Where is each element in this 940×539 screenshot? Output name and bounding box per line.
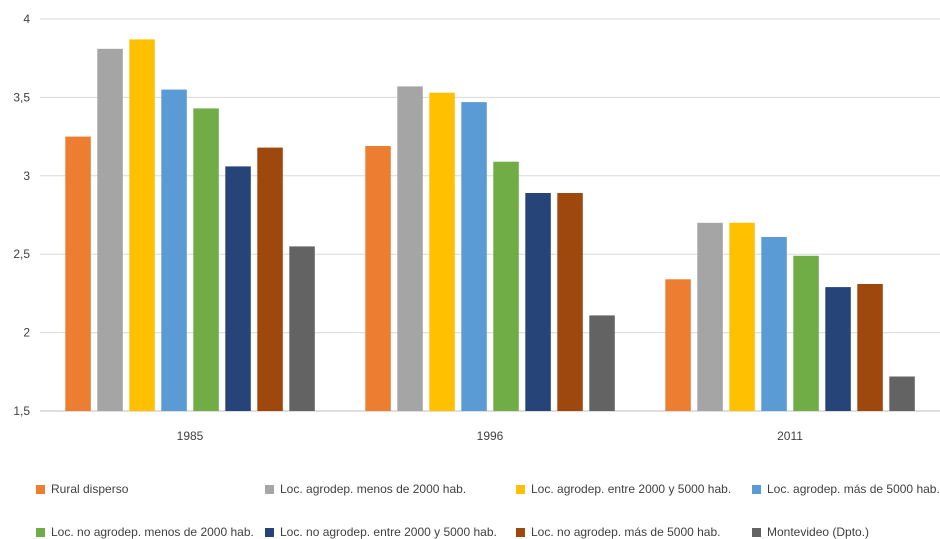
legend-label: Rural disperso: [51, 482, 129, 496]
legend-swatch: [265, 527, 274, 537]
bar: [557, 193, 583, 411]
bar: [429, 92, 455, 411]
bar: [257, 147, 283, 411]
bars: [65, 39, 915, 412]
y-tick-label: 3: [23, 169, 30, 183]
y-tick-label: 1,5: [13, 404, 30, 418]
bar: [589, 315, 615, 411]
bar: [857, 284, 883, 411]
bar: [697, 222, 723, 411]
legend-item: Rural disperso: [36, 482, 128, 496]
legend-swatch: [752, 484, 761, 494]
bar: [825, 287, 851, 411]
bar: [225, 166, 251, 411]
bar: [161, 89, 187, 411]
legend-swatch: [265, 484, 274, 494]
bar: [665, 279, 691, 411]
legend-item: Loc. no agrodep. más de 5000 hab.: [516, 525, 720, 539]
x-tick-label: 1996: [477, 429, 504, 443]
bar: [793, 255, 819, 411]
legend-item: Loc. no agrodep. entre 2000 y 5000 hab.: [265, 525, 497, 539]
legend-item: Montevideo (Dpto.): [752, 525, 869, 539]
bar: [461, 102, 487, 411]
legend-item: Loc. agrodep. entre 2000 y 5000 hab.: [516, 482, 731, 496]
y-tick-label: 3,5: [13, 90, 30, 104]
bar: [761, 237, 787, 411]
legend-label: Loc. no agrodep. menos de 2000 hab.: [51, 525, 254, 539]
legend-label: Loc. no agrodep. más de 5000 hab.: [531, 525, 721, 539]
bar: [493, 161, 519, 411]
bar: [289, 246, 315, 411]
legend-swatch: [516, 484, 525, 494]
legend-swatch: [36, 484, 45, 494]
legend-label: Montevideo (Dpto.): [767, 525, 870, 539]
legend-label: Loc. no agrodep. entre 2000 y 5000 hab.: [280, 525, 497, 539]
bar: [397, 86, 423, 412]
legend-label: Loc. agrodep. más de 5000 hab.: [767, 482, 940, 496]
y-tick-label: 2: [23, 326, 30, 340]
x-tick-label: 1985: [177, 429, 204, 443]
bar: [129, 39, 155, 412]
bar: [193, 108, 219, 412]
axes: 1,5 2 2,5 3 3,5 4 1985 1996 2011: [13, 12, 803, 443]
legend-item: Loc. agrodep. más de 5000 hab.: [752, 482, 940, 496]
bar: [65, 136, 91, 411]
legend-swatch: [36, 527, 45, 537]
y-tick-label: 4: [23, 12, 30, 26]
bar: [525, 193, 551, 411]
bar: [365, 146, 391, 411]
bar: [97, 48, 123, 412]
bar-chart: 1,5 2 2,5 3 3,5 4 1985 1996 2011: [13, 12, 940, 443]
bar: [889, 376, 915, 411]
y-tick-label: 2,5: [13, 247, 30, 261]
x-tick-label: 2011: [777, 429, 803, 443]
legend-item: Loc. no agrodep. menos de 2000 hab.: [36, 525, 254, 539]
legend-label: Loc. agrodep. entre 2000 y 5000 hab.: [531, 482, 732, 496]
legend-item: Loc. agrodep. menos de 2000 hab.: [265, 482, 466, 496]
legend-swatch: [516, 527, 525, 537]
gridlines: [40, 18, 940, 412]
legend-swatch: [752, 527, 761, 537]
legend-label: Loc. agrodep. menos de 2000 hab.: [280, 482, 467, 496]
bar: [729, 222, 755, 411]
